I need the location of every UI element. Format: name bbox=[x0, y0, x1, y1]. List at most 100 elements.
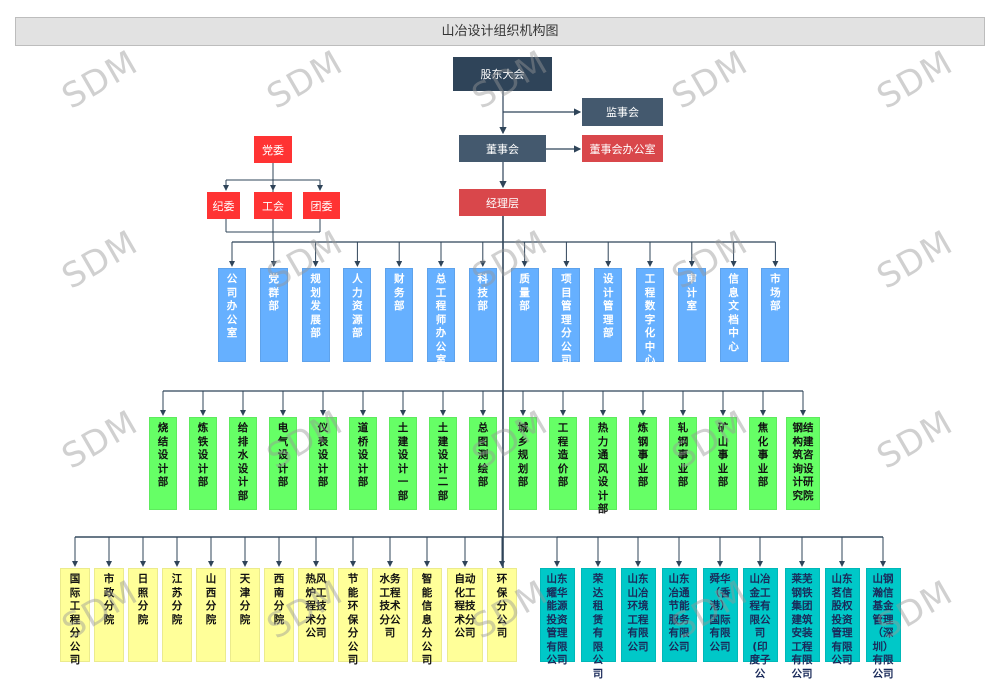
design-department-label: 炼铁设计部 bbox=[197, 422, 209, 488]
board-box: 董事会 bbox=[459, 135, 546, 162]
branch-label: 国际工程分公司 bbox=[69, 573, 81, 666]
functional-department-box: 信息文档中心 bbox=[719, 268, 748, 362]
branch-box: 智能信息分公司 bbox=[412, 568, 442, 666]
design-department-box: 土建设计二部 bbox=[429, 417, 457, 510]
functional-department-label: 总工程师办公室 bbox=[435, 273, 447, 366]
design-department-label: 工程造价部 bbox=[557, 422, 569, 488]
management-box: 经理层 bbox=[459, 189, 546, 216]
chart-title: 山冶设计组织机构图 bbox=[15, 17, 985, 46]
subsidiary-label: 山冶金工程有限公司(印度子公司) bbox=[749, 573, 771, 679]
branch-box: 国际工程分公司 bbox=[60, 568, 90, 666]
branch-label: 山西分院 bbox=[205, 573, 217, 626]
functional-department-box: 财务部 bbox=[385, 268, 414, 362]
functional-department-box: 科技部 bbox=[468, 268, 497, 362]
design-department-box: 道桥设计部 bbox=[349, 417, 377, 510]
design-department-box: 电气设计部 bbox=[269, 417, 297, 510]
design-department-box: 仪表设计部 bbox=[309, 417, 337, 510]
shareholders-box: 股东大会 bbox=[453, 57, 552, 91]
functional-department-box: 党群部 bbox=[259, 268, 288, 362]
subsidiary-box: 舜华（香港）国际有限公司 bbox=[702, 568, 738, 662]
functional-department-label: 审计室 bbox=[686, 273, 698, 312]
design-department-box: 土建设计一部 bbox=[389, 417, 417, 510]
subsidiary-label: 舜华（香港）国际有限公司 bbox=[709, 573, 731, 653]
branch-box: 自动化工程技术分公司 bbox=[447, 568, 483, 662]
functional-department-label: 工程数字化中心 bbox=[644, 273, 656, 366]
party-committee-box: 党委 bbox=[254, 136, 292, 163]
subsidiary-box: 莱芜钢铁集团建筑安装工程有限公司 bbox=[784, 568, 820, 679]
branch-label: 环保分公司 bbox=[496, 573, 508, 639]
functional-department-label: 市场部 bbox=[770, 273, 781, 312]
design-department-label: 仪表设计部 bbox=[317, 422, 329, 488]
design-department-box: 工程造价部 bbox=[549, 417, 577, 510]
design-department-label: 钢结构建筑咨询设计研究院 bbox=[792, 422, 814, 502]
functional-department-box: 工程数字化中心 bbox=[636, 268, 664, 366]
design-department-box: 烧结设计部 bbox=[149, 417, 177, 510]
design-department-box: 轧钢事业部 bbox=[669, 417, 697, 510]
design-department-box: 炼钢事业部 bbox=[629, 417, 657, 510]
branch-label: 热风炉工程技术分公司 bbox=[305, 573, 327, 639]
functional-department-label: 规划发展部 bbox=[310, 273, 321, 339]
functional-department-label: 公司办公室 bbox=[226, 273, 238, 339]
branch-label: 日照分院 bbox=[137, 573, 149, 626]
design-department-label: 土建设计二部 bbox=[437, 422, 449, 502]
design-department-label: 电气设计部 bbox=[277, 422, 289, 488]
functional-department-label: 财务部 bbox=[393, 273, 405, 312]
functional-department-box: 审计室 bbox=[677, 268, 706, 362]
branch-label: 江苏分院 bbox=[171, 573, 183, 626]
design-department-box: 总图测绘部 bbox=[469, 417, 497, 510]
discipline-committee-box: 纪委 bbox=[207, 192, 240, 219]
board-office-box: 董事会办公室 bbox=[582, 135, 663, 162]
design-department-box: 钢结构建筑咨询设计研究院 bbox=[786, 417, 820, 510]
design-department-label: 道桥设计部 bbox=[357, 422, 369, 488]
design-department-box: 炼铁设计部 bbox=[189, 417, 217, 510]
design-department-label: 炼钢事业部 bbox=[637, 422, 649, 488]
subsidiary-box: 山东茗信股权投资管理有限公司 bbox=[824, 568, 860, 666]
functional-department-box: 规划发展部 bbox=[301, 268, 330, 362]
design-department-label: 烧结设计部 bbox=[157, 422, 169, 488]
subsidiary-box: 山东冶通节能服务有限公司 bbox=[661, 568, 697, 662]
functional-department-box: 人力资源部 bbox=[343, 268, 372, 362]
youth-league-box: 团委 bbox=[303, 192, 340, 219]
design-department-box: 焦化事业部 bbox=[749, 417, 777, 510]
subsidiary-box: 山冶金工程有限公司(印度子公司) bbox=[742, 568, 778, 679]
functional-department-box: 总工程师办公室 bbox=[427, 268, 455, 366]
design-department-box: 矿山事业部 bbox=[709, 417, 737, 510]
functional-department-box: 公司办公室 bbox=[218, 268, 246, 362]
design-department-label: 矿山事业部 bbox=[717, 422, 729, 488]
functional-department-box: 项目管理分公司 bbox=[552, 268, 581, 366]
functional-department-label: 信息文档中心 bbox=[728, 273, 739, 353]
branch-label: 节能环保分公司 bbox=[347, 573, 359, 666]
branch-label: 市政分院 bbox=[103, 573, 115, 626]
branch-box: 水务工程技术分公司 bbox=[372, 568, 408, 662]
design-department-label: 热力通风设计部 bbox=[597, 422, 609, 515]
branch-box: 环保分公司 bbox=[487, 568, 517, 662]
functional-department-label: 人力资源部 bbox=[352, 273, 363, 339]
subsidiary-box: 荣达租赁有限公司 bbox=[580, 568, 616, 679]
design-department-box: 给排水设计部 bbox=[229, 417, 257, 510]
branch-box: 热风炉工程技术分公司 bbox=[298, 568, 334, 662]
design-department-box: 热力通风设计部 bbox=[589, 417, 617, 515]
branch-label: 自动化工程技术分公司 bbox=[454, 573, 476, 639]
branch-box: 西南分院 bbox=[264, 568, 294, 662]
branch-box: 山西分院 bbox=[196, 568, 226, 662]
branch-box: 节能环保分公司 bbox=[338, 568, 368, 666]
subsidiary-box: 山东山冶环境工程有限公司 bbox=[620, 568, 656, 662]
functional-department-label: 质量部 bbox=[519, 273, 530, 312]
functional-department-label: 党群部 bbox=[268, 273, 280, 312]
design-department-label: 总图测绘部 bbox=[477, 422, 489, 488]
design-department-label: 轧钢事业部 bbox=[677, 422, 689, 488]
branch-label: 智能信息分公司 bbox=[421, 573, 433, 666]
branch-box: 日照分院 bbox=[128, 568, 158, 662]
subsidiary-label: 莱芜钢铁集团建筑安装工程有限公司 bbox=[791, 573, 813, 679]
subsidiary-box: 山东耀华能源投资管理有限公司 bbox=[539, 568, 575, 666]
design-department-label: 焦化事业部 bbox=[757, 422, 769, 488]
design-department-label: 土建设计一部 bbox=[397, 422, 409, 502]
functional-department-box: 质量部 bbox=[510, 268, 539, 362]
functional-department-box: 市场部 bbox=[761, 268, 790, 362]
functional-department-label: 设计管理部 bbox=[602, 273, 614, 339]
branch-label: 水务工程技术分公司 bbox=[379, 573, 401, 639]
branch-box: 天津分院 bbox=[230, 568, 260, 662]
design-department-label: 城乡规划部 bbox=[517, 422, 529, 488]
